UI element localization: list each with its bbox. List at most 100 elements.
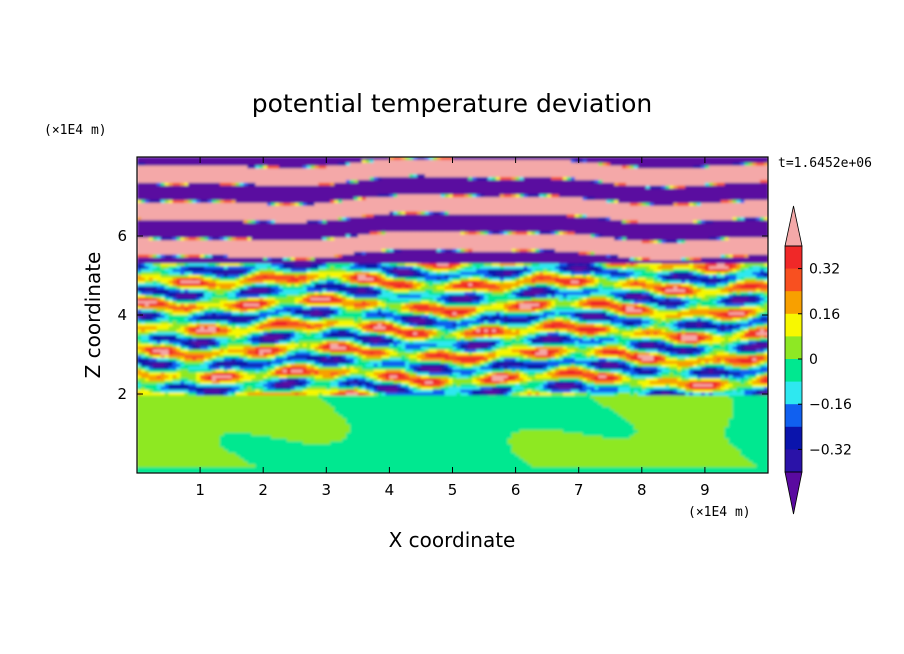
contour-cell (211, 182, 217, 187)
contour-cell (440, 197, 446, 201)
contour-cell (527, 177, 532, 181)
contour-cell (704, 162, 710, 167)
contour-cell (235, 205, 241, 210)
contour-cell (716, 243, 722, 247)
contour-cell (298, 168, 304, 172)
contour-cell (602, 197, 607, 201)
contour-cell (302, 231, 308, 236)
contour-cell (527, 205, 532, 210)
contour-cell (369, 185, 375, 190)
contour-cell (204, 188, 209, 193)
contour-cell (720, 208, 726, 213)
contour-cell (677, 237, 682, 241)
contour-cell (381, 191, 387, 195)
contour-cell (223, 202, 229, 207)
contour-cell (397, 174, 402, 178)
contour-cell (361, 202, 367, 207)
contour-cell (196, 214, 201, 218)
contour-cell (314, 174, 320, 178)
contour-cell (200, 202, 205, 207)
contour-cell (176, 223, 181, 227)
contour-cell (385, 174, 390, 178)
contour-cell (180, 223, 185, 227)
contour-cell (697, 214, 702, 218)
contour-cell (716, 188, 722, 193)
contour-cell (389, 179, 394, 184)
contour-cell (598, 162, 603, 167)
contour-cell (440, 165, 446, 170)
contour-cell (523, 211, 529, 216)
contour-cell (349, 217, 355, 221)
contour-cell (519, 205, 525, 210)
contour-cell (491, 159, 497, 164)
contour-cell (606, 217, 611, 221)
contour-cell (673, 162, 678, 167)
contour-cell (204, 194, 209, 198)
contour-cell (515, 185, 521, 190)
contour-cell (326, 205, 331, 210)
contour-cell (140, 220, 146, 224)
contour-cell (697, 182, 702, 187)
contour-cell (140, 194, 146, 198)
contour-cell (487, 225, 493, 230)
contour-cell (211, 191, 217, 195)
contour-cell (507, 157, 513, 161)
contour-cell (393, 162, 398, 167)
contour-cell (377, 191, 383, 195)
contour-cell (405, 159, 410, 164)
contour-cell (558, 243, 564, 247)
contour-cell (326, 188, 331, 193)
contour-cell (227, 194, 233, 198)
contour-cell (476, 237, 481, 241)
contour-cell (519, 174, 525, 178)
contour-cell (188, 162, 193, 167)
contour-cell (614, 202, 619, 207)
contour-cell (140, 179, 146, 184)
contour-cell (594, 228, 600, 233)
contour-cell (756, 231, 761, 236)
contour-cell (156, 197, 162, 201)
contour-cell (243, 182, 249, 187)
contour-cell (231, 162, 237, 167)
contour-cell (160, 157, 166, 161)
contour-cell (748, 185, 753, 190)
contour-cell (393, 228, 398, 233)
contour-cell (271, 174, 276, 178)
contour-cell (417, 240, 422, 244)
contour-cell (239, 191, 245, 195)
contour-cell (140, 168, 146, 172)
contour-cell (148, 211, 154, 216)
contour-cell (349, 214, 355, 218)
contour-cell (760, 228, 765, 233)
contour-cell (547, 214, 552, 218)
contour-cell (539, 231, 544, 236)
contour-cell (235, 214, 241, 218)
contour-cell (231, 188, 237, 193)
contour-cell (764, 182, 768, 187)
contour-cell (677, 168, 682, 172)
contour-cell (334, 191, 339, 195)
contour-cell (752, 200, 757, 204)
contour-cell (275, 188, 280, 193)
contour-cell (235, 179, 241, 184)
contour-cell (641, 208, 647, 213)
contour-cell (499, 165, 505, 170)
contour-cell (168, 217, 174, 221)
contour-cell (586, 220, 592, 224)
contour-cell (436, 197, 442, 201)
contour-cell (243, 157, 249, 161)
contour-cell (188, 165, 193, 170)
contour-cell (385, 165, 390, 170)
contour-cell (712, 188, 718, 193)
contour-cell (310, 162, 316, 167)
contour-cell (519, 168, 525, 172)
contour-cell (247, 162, 252, 167)
contour-cell (760, 174, 765, 178)
contour-cell (342, 165, 347, 170)
contour-cell (373, 243, 379, 247)
contour-cell (349, 240, 355, 244)
contour-cell (243, 188, 249, 193)
contour-cell (334, 162, 339, 167)
contour-cell (547, 191, 552, 195)
contour-cell (736, 188, 741, 193)
